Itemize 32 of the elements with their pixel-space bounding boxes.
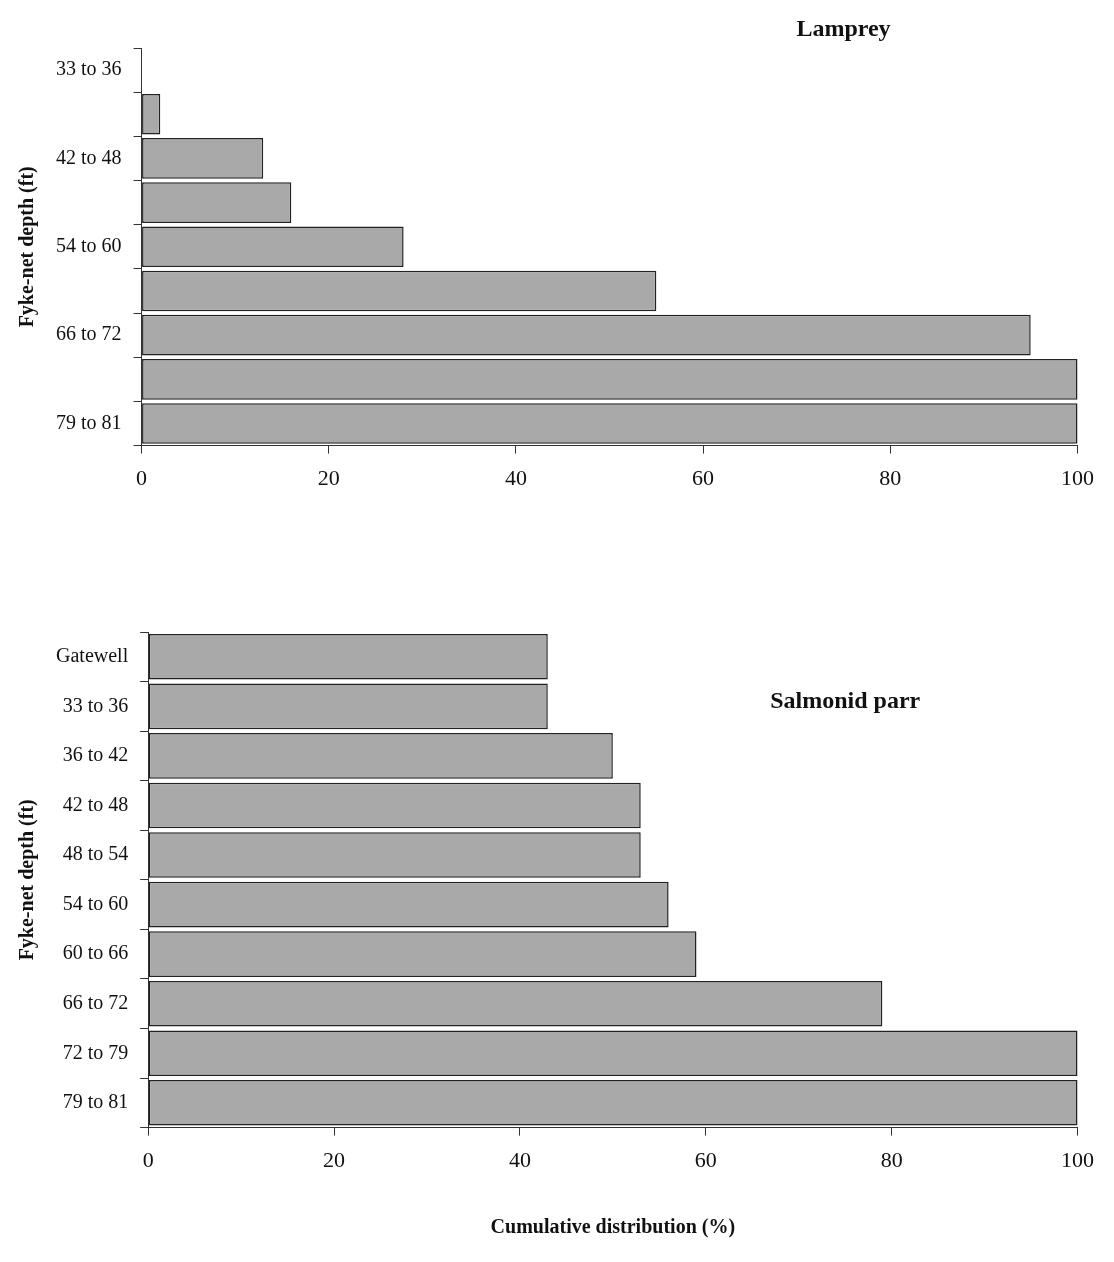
x-tick-label: 100 — [1061, 1146, 1094, 1172]
y-axis-title: Fyke-net depth (ft) — [15, 799, 39, 961]
y-tick-label: 48 to 54 — [62, 842, 129, 865]
y-tick-label: 54 to 60 — [62, 891, 129, 914]
chart-title: Lamprey — [796, 15, 891, 42]
x-axis-title: Cumulative distribution (%) — [490, 1215, 736, 1239]
y-tick-label: Gatewell — [56, 644, 129, 667]
x-tick-label: 0 — [142, 1146, 154, 1172]
y-tick-label: 66 to 72 — [55, 322, 122, 345]
y-tick-label: 79 to 81 — [62, 1090, 129, 1113]
x-tick-label: 100 — [1061, 464, 1094, 490]
x-tick-label: 60 — [694, 1146, 717, 1172]
y-tick-label: 36 to 42 — [62, 743, 129, 766]
x-tick-label: 40 — [508, 1146, 531, 1172]
y-tick-label: 42 to 48 — [62, 792, 129, 815]
x-tick-label: 60 — [692, 464, 715, 490]
y-tick-label: 42 to 48 — [55, 145, 122, 168]
y-tick-label: 60 to 66 — [62, 941, 129, 964]
y-tick-label: 79 to 81 — [55, 410, 122, 433]
y-tick-label: 72 to 79 — [62, 1040, 129, 1063]
x-tick-label: 20 — [317, 464, 340, 490]
x-tick-label: 80 — [879, 464, 902, 490]
text: Salmonid parr — [770, 687, 921, 714]
x-tick-label: 40 — [504, 464, 527, 490]
y-tick-label: 66 to 72 — [62, 990, 129, 1013]
y-tick-label: 33 to 36 — [62, 693, 129, 716]
x-tick-label: 0 — [136, 464, 148, 490]
x-tick-label: 20 — [323, 1146, 346, 1172]
y-tick-label: 54 to 60 — [55, 234, 122, 257]
x-tick-label: 80 — [880, 1146, 903, 1172]
y-tick-label: 33 to 36 — [55, 57, 122, 80]
y-axis-title: Fyke-net depth (ft) — [15, 166, 39, 328]
